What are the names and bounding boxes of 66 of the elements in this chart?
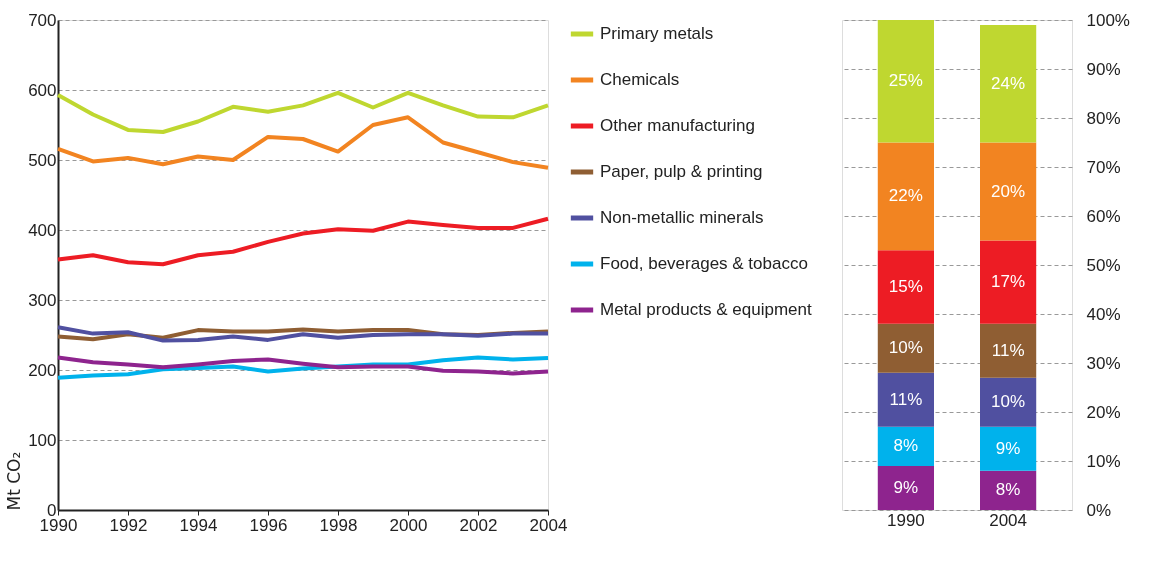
bar	[980, 470, 1037, 510]
bar	[980, 377, 1037, 427]
y-tick-label: 300	[28, 290, 57, 310]
data-label: 15%	[888, 277, 923, 297]
x-tick-label: 1990	[886, 510, 925, 530]
y-tick-label: 600	[28, 80, 57, 100]
bar	[877, 20, 934, 143]
y-tick-label: 0%	[1086, 500, 1112, 520]
x-tick-label: 1992	[109, 515, 148, 535]
legend-label: Primary metals	[600, 24, 714, 43]
legend-label: Metal products & equipment	[600, 300, 812, 319]
x-tick-label: 2004	[529, 515, 568, 535]
x-tick-label: 1996	[249, 515, 288, 535]
legend-label: Non-metallic minerals	[600, 208, 764, 227]
y-tick-label: 500	[28, 150, 57, 170]
x-tick-label: 2004	[989, 510, 1028, 530]
y-tick-label: 50%	[1086, 255, 1121, 275]
data-label: 8%	[995, 480, 1021, 500]
data-label: 10%	[888, 338, 923, 358]
data-label: 20%	[991, 181, 1026, 201]
data-label: 11%	[991, 340, 1025, 360]
bar	[877, 465, 934, 510]
bar	[877, 372, 934, 427]
y-tick-label: 40%	[1086, 304, 1121, 324]
y-tick-label: 30%	[1086, 353, 1121, 373]
y-axis-title: Mt CO₂	[4, 451, 25, 511]
data-label: 8%	[893, 436, 919, 456]
bar	[980, 323, 1037, 378]
bar	[877, 250, 934, 324]
bar	[980, 240, 1037, 324]
bar	[980, 426, 1037, 471]
legend-label: Other manufacturing	[600, 116, 755, 135]
y-tick-label: 400	[28, 220, 57, 240]
line-series	[56, 115, 550, 170]
data-label: 9%	[893, 477, 919, 497]
x-tick-label: 1998	[319, 515, 358, 535]
y-tick-label: 80%	[1086, 108, 1121, 128]
y-tick-label: 100%	[1086, 10, 1130, 30]
x-tick-label: 1994	[179, 515, 218, 535]
y-tick-label: 10%	[1086, 451, 1121, 471]
data-label: 24%	[991, 73, 1026, 93]
y-tick-label: 90%	[1086, 59, 1121, 79]
bar	[980, 24, 1037, 143]
y-tick-label: 700	[28, 10, 57, 30]
y-tick-label: 100	[28, 430, 57, 450]
legend-label: Paper, pulp & printing	[600, 162, 763, 181]
data-label: 17%	[991, 272, 1026, 292]
y-tick-label: 70%	[1086, 157, 1121, 177]
data-label: 10%	[991, 392, 1026, 412]
bar	[877, 426, 934, 466]
line-series	[56, 216, 550, 267]
data-label: 9%	[995, 438, 1021, 458]
data-label: 11%	[889, 389, 923, 409]
y-tick-label: 60%	[1086, 206, 1121, 226]
x-tick-label: 2002	[459, 515, 498, 535]
legend-label: Chemicals	[600, 70, 680, 89]
bar	[877, 323, 934, 373]
bar	[980, 142, 1037, 241]
data-label: 22%	[888, 186, 923, 206]
y-tick-label: 200	[28, 360, 57, 380]
y-tick-label: 20%	[1086, 402, 1121, 422]
line-series	[56, 90, 550, 134]
data-label: 25%	[888, 71, 923, 91]
x-tick-label: 2000	[389, 515, 428, 535]
bar	[877, 142, 934, 251]
legend-label: Food, beverages & tobacco	[600, 254, 808, 273]
